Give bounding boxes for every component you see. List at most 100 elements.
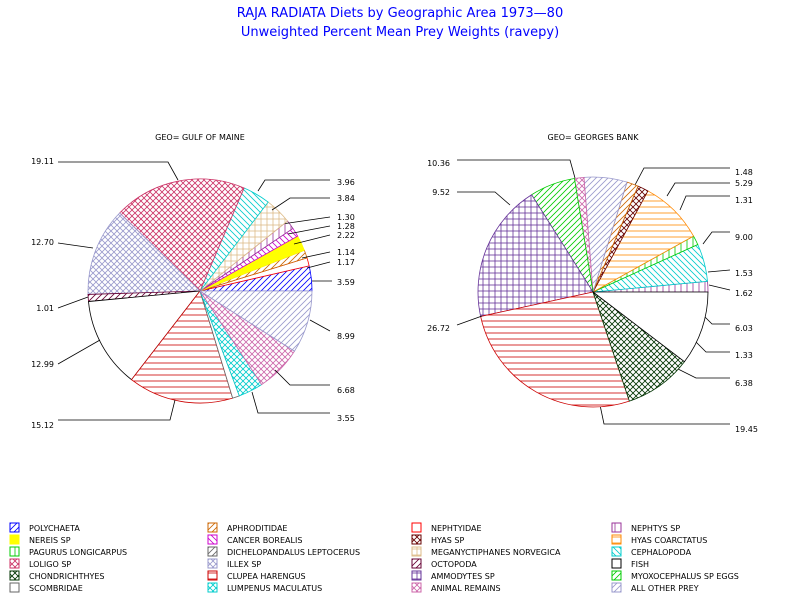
legend-item-cephalopoda: CEPHALOPODA: [611, 546, 692, 557]
legend-item-octopoda: OCTOPODA: [411, 558, 477, 569]
legend-label: HYAS SP: [431, 536, 464, 545]
slice-value-label: 9.00: [735, 233, 753, 242]
legend-swatch: [611, 522, 622, 533]
legend-swatch: [9, 546, 20, 557]
slice-value-label: 10.36: [427, 159, 450, 168]
slice-value-label: 1.33: [735, 351, 753, 360]
legend-swatch: [411, 522, 422, 533]
slice-value-label: 3.84: [337, 194, 355, 203]
pie-slice-ammodytes-sp: [477, 194, 594, 317]
legend-label: POLYCHAETA: [29, 524, 80, 533]
pie-title: GEO= GEORGES BANK: [548, 133, 640, 142]
legend-label: SCOMBRIDAE: [29, 584, 83, 593]
leader-line: [457, 191, 511, 206]
leader-line: [671, 365, 730, 379]
legend-item-animal-remains: ANIMAL REMAINS: [411, 582, 501, 593]
legend-label: DICHELOPANDALUS LEPTOCERUS: [227, 548, 360, 557]
legend-item-hyas-coarctatus: HYAS COARCTATUS: [611, 534, 707, 545]
slice-value-label: 12.99: [31, 360, 54, 369]
pie-slice-fish: [591, 291, 709, 363]
pie-chart-1: GEO= GULF OF MAINE3.591.171.142.221.281.…: [31, 133, 355, 430]
legend-swatch: [611, 582, 622, 593]
leader-line: [58, 161, 179, 181]
legend-item-cancer-borealis: CANCER BOREALIS: [207, 534, 302, 545]
slice-value-label: 19.45: [735, 425, 758, 434]
legend-item-pagurus-longicarpus: PAGURUS LONGICARPUS: [9, 546, 127, 557]
legend-swatch: [207, 570, 218, 581]
slice-value-label: 8.99: [337, 332, 355, 341]
legend-item-illex-sp: ILLEX SP: [207, 558, 261, 569]
legend-label: ILLEX SP: [227, 560, 261, 569]
pie-chart-2: GEO= GEORGES BANK 1.48 5.29 1.31 9.00 1.53 1.6…: [427, 133, 758, 434]
slice-value-label: 12.70: [31, 238, 54, 247]
legend-item-scombridae: SCOMBRIDAE: [9, 582, 83, 593]
chart-title: RAJA RADIATA Diets by Geographic Area 19…: [237, 6, 563, 21]
legend-label: CANCER BOREALIS: [227, 536, 302, 545]
legend-label: LUMPENUS MACULATUS: [227, 584, 322, 593]
legend-label: LOLIGO SP: [29, 560, 71, 569]
legend-swatch: [411, 558, 422, 569]
slice-value-label: 6.68: [337, 386, 355, 395]
slice-value-label: 1.28: [337, 222, 355, 231]
slice-value-label: 5.29: [735, 179, 753, 188]
legend-swatch: [207, 582, 218, 593]
slice-value-label: 1.53: [735, 269, 753, 278]
legend-swatch: [207, 534, 218, 545]
slice-value-label: 3.59: [337, 278, 355, 287]
leader-line: [57, 242, 94, 249]
leader-line: [57, 339, 101, 365]
pies-layer: GEO= GULF OF MAINE3.591.171.142.221.281.…: [31, 133, 758, 434]
legend-label: FISH: [631, 560, 649, 569]
legend-label: MEGANYCTIPHANES NORVEGICA: [431, 548, 561, 557]
leader-line: [309, 319, 331, 332]
slice-value-label: 3.96: [337, 178, 355, 187]
chart-subtitle: Unweighted Percent Mean Prey Weights (ra…: [241, 25, 559, 40]
legend-item-nephtyidae: NEPHTYIDAE: [411, 522, 482, 533]
leader-line: [693, 339, 730, 353]
slice-value-label: 9.52: [432, 188, 450, 197]
legend-item-lumpenus-maculatus: LUMPENUS MACULATUS: [207, 582, 322, 593]
slice-value-label: 6.03: [735, 324, 753, 333]
leader-line: [457, 159, 576, 179]
slice-value-label: 1.62: [735, 289, 753, 298]
leader-line: [293, 234, 331, 245]
leader-line: [634, 167, 730, 186]
leader-line: [257, 179, 330, 192]
legend-swatch: [207, 546, 218, 557]
legend-label: PAGURUS LONGICARPUS: [29, 548, 127, 557]
pie-slice-fish: [88, 290, 201, 381]
legend-label: ALL OTHER PREY: [631, 584, 699, 593]
legend-label: OCTOPODA: [431, 560, 477, 569]
leader-line: [599, 404, 730, 425]
legend-label: NEPHTYS SP: [631, 524, 680, 533]
slice-value-label: 19.11: [31, 157, 54, 166]
legend-item-meganyctiphanes-norvegica: MEGANYCTIPHANES NORVEGICA: [411, 546, 561, 557]
legend-item-dichelopandalus-leptocerus: DICHELOPANDALUS LEPTOCERUS: [207, 546, 360, 557]
pie-slice-illex-sp: [87, 212, 201, 295]
legend-label: MYOXOCEPHALUS SP EGGS: [631, 572, 739, 581]
leader-line: [707, 269, 731, 273]
leader-line: [251, 391, 330, 414]
legend-label: NEREIS SP: [29, 536, 71, 545]
legend-item-myoxocephalus-sp-eggs: MYOXOCEPHALUS SP EGGS: [611, 570, 739, 581]
legend-label: APHRODITIDAE: [227, 524, 287, 533]
legend-item-polychaeta: POLYCHAETA: [9, 522, 80, 533]
legend-label: NEPHTYIDAE: [431, 524, 482, 533]
legend-label: ANIMAL REMAINS: [431, 584, 501, 593]
leader-line: [702, 231, 730, 245]
legend-item-hyas-sp: HYAS SP: [411, 534, 464, 545]
legend-label: CEPHALOPODA: [631, 548, 692, 557]
legend-label: CLUPEA HARENGUS: [227, 572, 306, 581]
legend-item-loligo-sp: LOLIGO SP: [9, 558, 71, 569]
leader-line: [57, 296, 89, 309]
legend-swatch: [9, 558, 20, 569]
slice-value-label: 1.30: [337, 213, 355, 222]
slice-value-label: 1.31: [735, 196, 753, 205]
slice-value-label: 1.14: [337, 248, 355, 257]
slice-value-label: 6.38: [735, 379, 753, 388]
legend-swatch: [411, 582, 422, 593]
slice-value-label: 15.12: [31, 421, 54, 430]
legend-item-nephtys-sp: NEPHTYS SP: [611, 522, 680, 533]
leader-line: [281, 216, 331, 225]
